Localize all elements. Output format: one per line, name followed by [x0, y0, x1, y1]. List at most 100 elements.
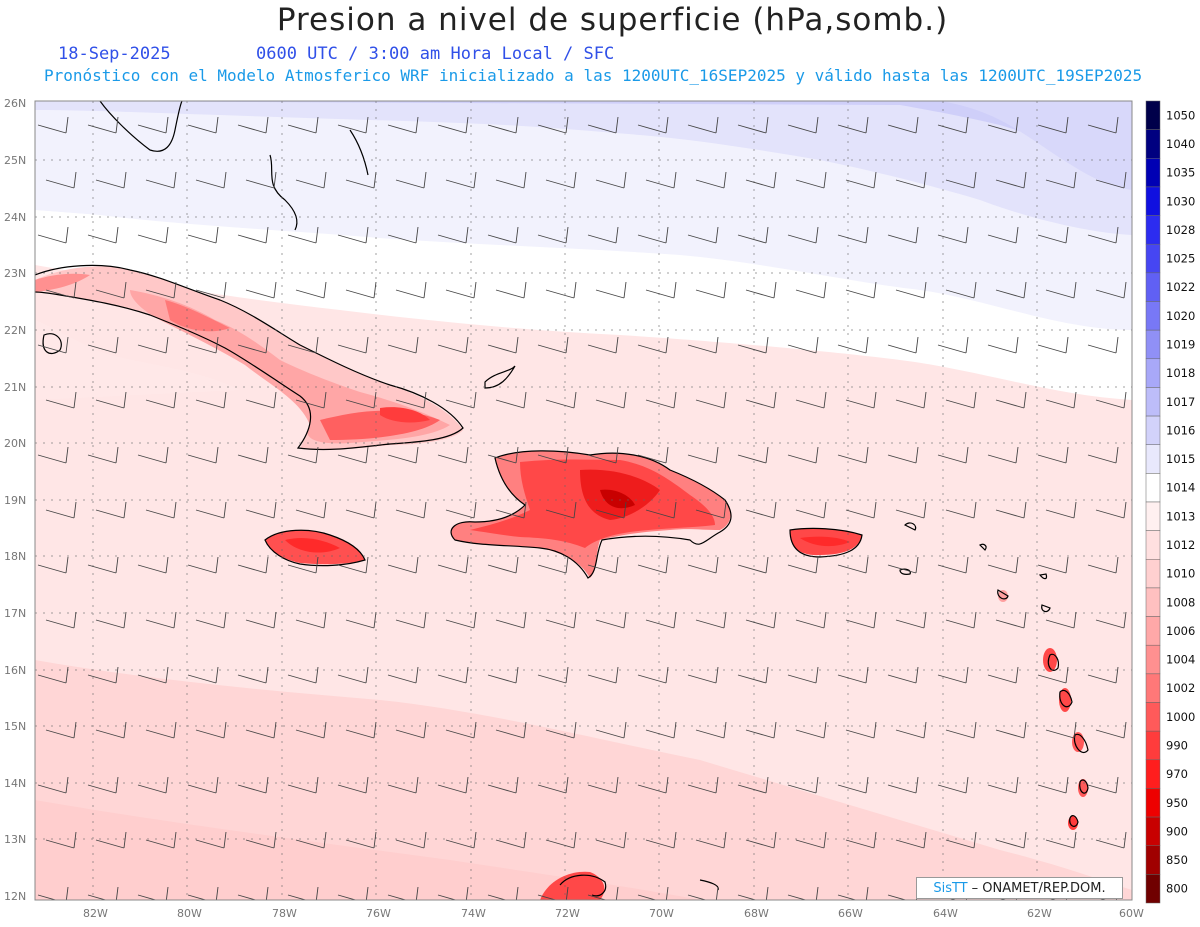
- wind-barb: [837, 116, 869, 134]
- wind-barb: [437, 666, 469, 684]
- wind-barb: [495, 611, 527, 629]
- wind-barb: [687, 666, 719, 684]
- lat-label: 21N: [4, 381, 26, 394]
- wind-barb: [1087, 776, 1119, 794]
- wind-barb: [787, 666, 819, 684]
- lon-label: 72W: [555, 907, 580, 920]
- model-info: Pronóstico con el Modelo Atmosferico WRF…: [44, 66, 1143, 85]
- wind-barb: [1095, 171, 1127, 189]
- wind-barb: [87, 666, 119, 684]
- wind-barb: [337, 556, 369, 574]
- wind-barb: [245, 721, 277, 739]
- wind-barb: [545, 721, 577, 739]
- wind-barb: [495, 281, 527, 299]
- wind-barb: [37, 886, 69, 900]
- wind-barb: [1045, 281, 1077, 299]
- wind-barb: [495, 501, 527, 519]
- wind-barb: [145, 831, 177, 849]
- wind-barb: [387, 666, 419, 684]
- wind-barb: [137, 666, 169, 684]
- south-america-shading: [540, 871, 605, 900]
- wind-barb: [487, 666, 519, 684]
- wind-barb: [145, 281, 177, 299]
- wind-barb: [637, 226, 669, 244]
- colorbar-swatch: [1145, 730, 1161, 761]
- wind-barb: [487, 886, 519, 900]
- colorbar-swatch: [1145, 473, 1161, 503]
- wind-barb: [345, 391, 377, 409]
- wind-barb: [37, 556, 69, 574]
- colorbar-label: 970: [1166, 767, 1188, 781]
- wind-barb: [887, 116, 919, 134]
- wind-barb: [587, 666, 619, 684]
- wind-barb: [87, 116, 119, 134]
- wind-barb: [395, 391, 427, 409]
- lon-label: 70W: [649, 907, 674, 920]
- wind-barb: [587, 116, 619, 134]
- wind-barb: [537, 776, 569, 794]
- wind-barb: [437, 556, 469, 574]
- wind-barb: [537, 226, 569, 244]
- wind-barb: [695, 391, 727, 409]
- colorbar-swatch: [1145, 444, 1161, 474]
- wind-barb: [587, 556, 619, 574]
- longitude-labels: 82W 80W 78W 76W 74W 72W 70W 68W 66W 64W …: [83, 907, 1144, 920]
- wind-barb: [687, 556, 719, 574]
- credit-box: SisTT – ONAMET/REP.DOM.: [916, 877, 1123, 899]
- lon-label: 66W: [838, 907, 863, 920]
- wind-barb: [95, 391, 127, 409]
- wind-barb: [37, 446, 69, 464]
- wind-barb: [195, 831, 227, 849]
- lat-label: 12N: [4, 890, 26, 903]
- lat-label: 20N: [4, 437, 26, 450]
- lat-label: 26N: [4, 97, 26, 110]
- colorbar-swatch: [1145, 100, 1161, 130]
- wind-barb: [1045, 171, 1077, 189]
- lon-label: 64W: [933, 907, 958, 920]
- wind-barb: [845, 391, 877, 409]
- wind-barb: [337, 886, 369, 900]
- wind-barb: [495, 391, 527, 409]
- wind-barb: [837, 556, 869, 574]
- colorbar-swatch: [1145, 358, 1161, 388]
- lon-label: 62W: [1027, 907, 1052, 920]
- wind-barb: [295, 611, 327, 629]
- wind-barb: [287, 336, 319, 354]
- wind-barb: [587, 446, 619, 464]
- wind-barb: [345, 501, 377, 519]
- latitude-labels: 26N 25N 24N 23N 22N 21N 20N 19N 18N 17N …: [4, 97, 26, 903]
- wind-barb: [695, 611, 727, 629]
- wind-barb: [787, 226, 819, 244]
- colorbar-swatch: [1145, 186, 1161, 216]
- colorbar-label: 990: [1166, 738, 1188, 752]
- wind-barb: [737, 226, 769, 244]
- wind-barb: [895, 721, 927, 739]
- wind-barb: [695, 831, 727, 849]
- colorbar-label: 1014: [1166, 481, 1195, 495]
- colorbar-label: 1020: [1166, 309, 1195, 323]
- wind-barb: [637, 116, 669, 134]
- wind-barb: [845, 501, 877, 519]
- wind-barb: [537, 446, 569, 464]
- wind-barb: [745, 611, 777, 629]
- lat-label: 25N: [4, 154, 26, 167]
- wind-barb: [437, 336, 469, 354]
- wind-barb: [587, 776, 619, 794]
- wind-barbs: [37, 116, 1127, 900]
- lat-label: 17N: [4, 607, 26, 620]
- wind-barb: [437, 116, 469, 134]
- wind-barb: [995, 611, 1027, 629]
- wind-barb: [337, 336, 369, 354]
- colorbar-swatch: [1145, 559, 1161, 589]
- wind-barb: [195, 281, 227, 299]
- wind-barb: [487, 446, 519, 464]
- wind-barb: [745, 171, 777, 189]
- wind-barb: [795, 171, 827, 189]
- wind-barb: [137, 116, 169, 134]
- wind-barb: [187, 776, 219, 794]
- wind-barb: [87, 336, 119, 354]
- wind-barb: [1095, 501, 1127, 519]
- wind-barb: [637, 556, 669, 574]
- wind-barb: [95, 171, 127, 189]
